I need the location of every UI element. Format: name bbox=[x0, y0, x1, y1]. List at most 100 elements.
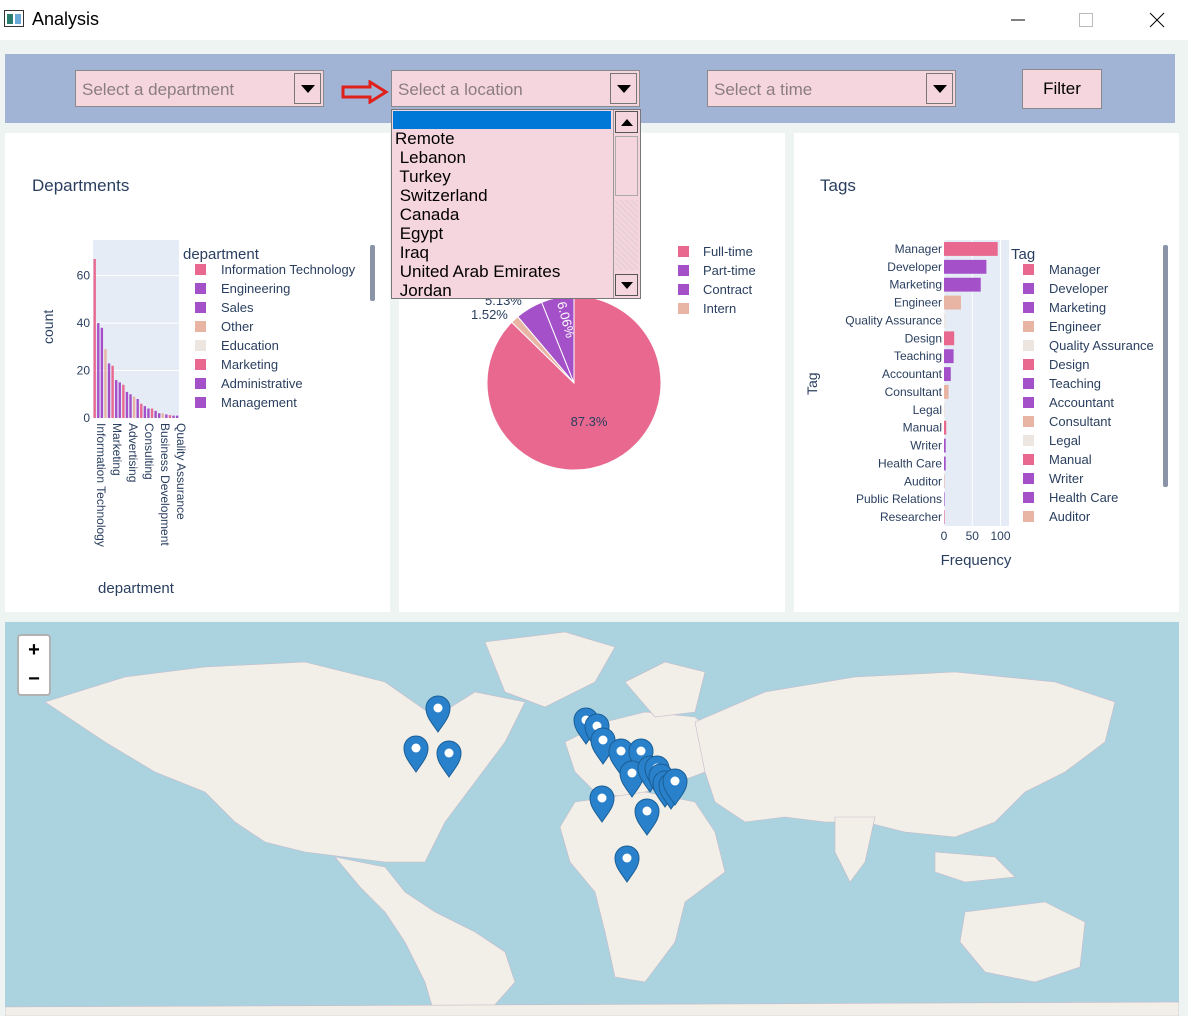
marker-body bbox=[436, 740, 462, 778]
location-option[interactable]: Turkey bbox=[395, 167, 451, 186]
bar bbox=[132, 396, 136, 418]
bar bbox=[115, 380, 118, 418]
legend-swatch bbox=[195, 359, 206, 370]
map-marker-icon bbox=[436, 740, 462, 778]
tags-chart: 0 50 100 Manager Developer Marketing Engineer Q… bbox=[804, 240, 1168, 569]
y-axis-label: count bbox=[40, 310, 56, 344]
map-marker-icon bbox=[589, 785, 615, 823]
map-markers bbox=[403, 695, 688, 883]
y-tick-label: Marketing bbox=[889, 278, 942, 292]
legend-item: Contract bbox=[703, 282, 753, 297]
legend-item: Administrative bbox=[221, 376, 303, 391]
tags-title: Tags bbox=[820, 176, 856, 195]
plot-background bbox=[93, 240, 179, 418]
dropdown-scrollbar[interactable] bbox=[613, 110, 640, 298]
bar bbox=[944, 242, 998, 256]
bar bbox=[107, 363, 111, 418]
scroll-thumb[interactable] bbox=[615, 136, 638, 196]
legend-title: Tag bbox=[1011, 246, 1035, 263]
chevron-down-icon bbox=[620, 281, 633, 289]
minimize-button[interactable] bbox=[995, 0, 1041, 40]
y-tick-label: 0 bbox=[83, 411, 90, 425]
legend-item: Management bbox=[221, 395, 297, 410]
slice-label: 87.3% bbox=[571, 414, 608, 429]
bar bbox=[944, 313, 946, 328]
y-tick-label: 60 bbox=[77, 269, 91, 283]
bar bbox=[104, 349, 107, 418]
chevron-down-icon[interactable] bbox=[294, 73, 321, 104]
location-option[interactable]: Iraq bbox=[395, 243, 430, 262]
dropdown-highlighted-option[interactable] bbox=[393, 111, 611, 129]
maximize-button[interactable] bbox=[1063, 0, 1109, 40]
legend-swatch bbox=[1023, 435, 1034, 446]
bar bbox=[944, 349, 954, 364]
close-button[interactable] bbox=[1134, 0, 1180, 40]
x-tick-label: Business Development bbox=[158, 423, 172, 546]
legend-swatch bbox=[678, 284, 689, 295]
legend-swatch bbox=[195, 397, 206, 408]
department-select[interactable]: Select a department bbox=[75, 70, 324, 107]
legend-swatch bbox=[195, 321, 206, 332]
y-tick-label: Teaching bbox=[894, 349, 942, 363]
location-select[interactable]: Select a location bbox=[391, 70, 640, 107]
legend-item: Auditor bbox=[1049, 509, 1091, 524]
y-tick-label: Manual bbox=[903, 421, 942, 435]
legend-swatch bbox=[195, 378, 206, 389]
location-dropdown-list[interactable]: Remote Lebanon Turkey Switzerland Canada… bbox=[391, 109, 641, 299]
legend-scrollbar bbox=[1163, 245, 1168, 487]
y-tick-label: 40 bbox=[77, 316, 91, 330]
chevron-down-icon[interactable] bbox=[926, 73, 953, 104]
marker-dot bbox=[670, 776, 680, 786]
map-marker-icon bbox=[634, 798, 660, 836]
location-option[interactable]: Jordan bbox=[395, 281, 452, 299]
bar bbox=[125, 391, 129, 418]
bar bbox=[158, 413, 161, 418]
bar bbox=[118, 382, 121, 418]
map-marker-icon bbox=[614, 845, 640, 883]
marker-dot bbox=[433, 703, 443, 713]
legend-swatch bbox=[678, 303, 689, 314]
bar bbox=[944, 492, 945, 507]
zoom-in-button[interactable]: + bbox=[17, 634, 51, 666]
title-bar bbox=[0, 0, 1188, 40]
marker-dot bbox=[444, 748, 454, 758]
minimize-icon bbox=[1011, 19, 1025, 21]
marker-body bbox=[614, 845, 640, 883]
legend-item: Health Care bbox=[1049, 490, 1118, 505]
bar bbox=[944, 510, 945, 524]
marker-dot bbox=[636, 746, 646, 756]
location-option[interactable]: Canada bbox=[395, 205, 460, 224]
marker-dot bbox=[616, 746, 626, 756]
scroll-up-button[interactable] bbox=[615, 111, 638, 133]
chevron-down-icon[interactable] bbox=[610, 73, 637, 104]
time-select[interactable]: Select a time bbox=[707, 70, 956, 107]
location-option[interactable]: United Arab Emirates bbox=[395, 262, 561, 281]
legend-title: department bbox=[183, 246, 260, 263]
x-tick-label: Marketing bbox=[110, 423, 124, 476]
x-axis-label: department bbox=[98, 580, 175, 597]
y-tick-label: Design bbox=[905, 331, 942, 345]
bar bbox=[143, 406, 147, 418]
legend-item: Manual bbox=[1049, 452, 1092, 467]
zoom-out-button[interactable]: − bbox=[17, 665, 51, 696]
legend-swatch bbox=[195, 302, 206, 313]
location-option[interactable]: Switzerland bbox=[395, 186, 488, 205]
legend-swatch bbox=[1023, 283, 1034, 294]
location-option[interactable]: Remote bbox=[395, 129, 455, 148]
location-option[interactable]: Lebanon bbox=[395, 148, 466, 167]
scroll-down-button[interactable] bbox=[615, 274, 638, 296]
scroll-track[interactable] bbox=[615, 200, 638, 270]
location-option[interactable]: Egypt bbox=[395, 224, 444, 243]
departments-title: Departments bbox=[32, 176, 130, 195]
world-map[interactable]: + − bbox=[5, 622, 1179, 1016]
bar bbox=[161, 413, 164, 418]
legend-swatch bbox=[1023, 416, 1034, 427]
legend-item: Design bbox=[1049, 357, 1089, 372]
x-tick-label: Information Technology bbox=[94, 423, 108, 547]
legend-scrollbar bbox=[370, 245, 375, 301]
bar bbox=[100, 327, 104, 418]
filter-button[interactable]: Filter bbox=[1022, 69, 1102, 109]
legend-swatch bbox=[1023, 378, 1034, 389]
marker-body bbox=[403, 735, 429, 773]
bar bbox=[944, 277, 981, 292]
